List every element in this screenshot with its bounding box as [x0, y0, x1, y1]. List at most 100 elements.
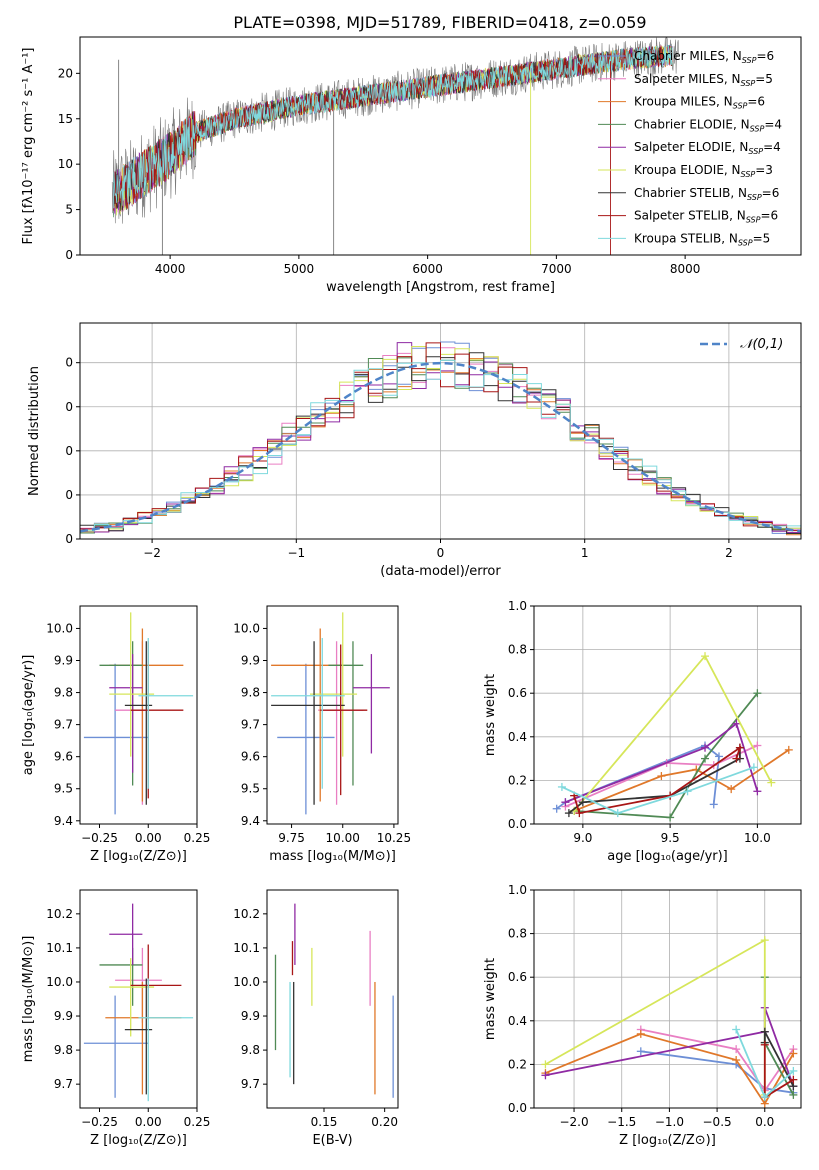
y-tick-label: 9.8 [54, 1043, 73, 1057]
axes-frame [79, 36, 802, 256]
legend-label: Kroupa MILES, NSSP=6 [634, 95, 765, 111]
y-tick-label: 0 [65, 356, 73, 370]
axes-frame [79, 322, 802, 540]
x-axis-label: Z [log₁₀(Z/Z⊙)] [90, 1133, 187, 1148]
legend-value: =6 [747, 95, 765, 109]
legend-subscript: SSP [741, 170, 756, 179]
weight-marker [732, 754, 741, 763]
x-tick-label: 9.5 [661, 831, 680, 845]
y-tick-label: 0.0 [508, 817, 527, 831]
x-tick-label: 10.25 [377, 831, 411, 845]
legend-label: Kroupa ELODIE, NSSP=3 [634, 163, 773, 179]
x-tick-label: 0.25 [184, 831, 211, 845]
weight-marker [735, 743, 744, 752]
y-tick-label: 15 [58, 112, 73, 126]
weight-marker [636, 1029, 645, 1038]
x-axis-label: (data-model)/error [380, 564, 501, 579]
y-tick-label: 9.4 [241, 814, 260, 828]
y-tick-label: 0.0 [508, 1101, 527, 1115]
y-tick-label: 9.9 [54, 654, 73, 668]
legend-value: =5 [753, 231, 771, 245]
legend-subscript: SSP [747, 193, 762, 202]
legend-label: 𝒩(0,1) [740, 337, 783, 352]
x-tick-label: −0.5 [703, 1115, 732, 1129]
figure-title: PLATE=0398, MJD=51789, FIBERID=0418, z=0… [233, 13, 646, 32]
weight-marker [701, 743, 710, 752]
x-tick-label: 0.0 [755, 1115, 774, 1129]
x-tick-label: 9.0 [573, 831, 592, 845]
weight-marker [683, 787, 692, 796]
weight-marker [749, 763, 758, 772]
panel-mass-vs-EBV: 0.15 0.20 9.7 9.8 9.9 10.0 10.1 10.2 E(B-V) [233, 889, 399, 1148]
errorbar-point [271, 628, 343, 802]
errorbar-point [109, 958, 155, 1037]
errorbar-point [352, 654, 390, 754]
y-axis-label: Flux [fλ10⁻¹⁷ erg cm⁻² s⁻¹ A⁻¹] [21, 48, 36, 245]
gaussian-curve [80, 361, 801, 533]
x-tick-label: 5000 [284, 262, 315, 276]
axes-frame [266, 605, 399, 825]
x-tick-label: 0.15 [311, 1115, 338, 1129]
legend-subscript: SSP [748, 147, 763, 156]
y-axis-label: Normed distribution [27, 366, 42, 496]
legend-subscript: SSP [742, 56, 757, 65]
x-axis-label: Z [log₁₀(Z/Z⊙)] [90, 849, 187, 864]
legend-label: Chabrier ELODIE, NSSP=4 [634, 117, 782, 133]
x-tick-label: 10.00 [326, 831, 360, 845]
panel-spectrum: 4000 5000 6000 7000 8000 0 5 10 15 20 wavelength [… [21, 36, 802, 295]
legend-value: =6 [762, 186, 780, 200]
x-tick-label: 6000 [412, 262, 443, 276]
y-tick-label: 10.1 [233, 941, 260, 955]
x-axis-label: mass [log₁₀(M/M⊙)] [269, 849, 396, 864]
axes-frame [79, 605, 198, 825]
y-tick-label: 0.4 [508, 1014, 527, 1028]
weight-marker [613, 809, 622, 818]
plot-area [80, 341, 801, 536]
weight-marker [575, 809, 584, 818]
legend-label: Kroupa STELIB, NSSP=5 [634, 231, 770, 247]
model-spectrum-8 [113, 45, 673, 209]
legend: Chabrier MILES, NSSP=6 Salpeter MILES, NS… [598, 49, 782, 247]
legend-value: =3 [755, 163, 773, 177]
weight-marker [666, 813, 675, 822]
y-tick-label: 0 [65, 532, 73, 546]
x-tick-label: −1 [287, 546, 305, 560]
weight-line-8 [561, 766, 755, 815]
weight-line-0 [640, 1050, 794, 1094]
y-tick-label: 9.8 [54, 686, 73, 700]
y-tick-label: 9.7 [54, 1077, 73, 1091]
plot-area [83, 612, 194, 815]
plot-area [83, 903, 194, 1102]
panel-mass-vs-Z: −0.25 0.00 0.25 9.7 9.8 9.9 10.0 10.1 10.2 Z [log… [21, 889, 210, 1148]
y-tick-label: 9.5 [54, 782, 73, 796]
y-tick-label: 9.9 [241, 1009, 260, 1023]
y-tick-label: 9.7 [241, 1077, 260, 1091]
weight-marker [732, 1025, 741, 1034]
legend-label: Chabrier STELIB, NSSP=6 [634, 186, 779, 202]
y-tick-label: 0 [65, 444, 73, 458]
weight-marker [561, 798, 570, 807]
x-tick-label: 8000 [670, 262, 701, 276]
weight-marker [709, 800, 718, 809]
errorbar-point [109, 903, 143, 965]
weight-marker [760, 1027, 769, 1036]
errorbar-point [83, 995, 149, 1098]
x-tick-label: −2.0 [559, 1115, 588, 1129]
panel-age-vs-mass: 9.75 10.00 10.25 9.4 9.5 9.6 9.7 9.8 9.9 10.0 mass… [233, 605, 411, 864]
weight-marker [760, 936, 769, 945]
legend-value: =4 [764, 117, 782, 131]
weight-marker [732, 719, 741, 728]
errorbar-point [109, 612, 155, 757]
legend-label: Chabrier MILES, NSSP=6 [634, 49, 774, 65]
weight-marker [578, 798, 587, 807]
weight-marker [760, 1093, 769, 1102]
weight-marker [541, 1071, 550, 1080]
errorbar-point [130, 944, 182, 1020]
y-tick-label: 1.0 [508, 883, 527, 897]
errorbar-point [320, 644, 368, 796]
y-tick-label: 9.7 [54, 718, 73, 732]
errorbar-point [105, 981, 182, 1095]
panel-weight-vs-age: 9.0 9.5 10.0 0.0 0.2 0.4 0.6 0.8 1.0 age [log₁₀(a… [483, 599, 802, 864]
x-tick-label: 10.0 [744, 831, 771, 845]
legend-value: =6 [760, 209, 778, 223]
